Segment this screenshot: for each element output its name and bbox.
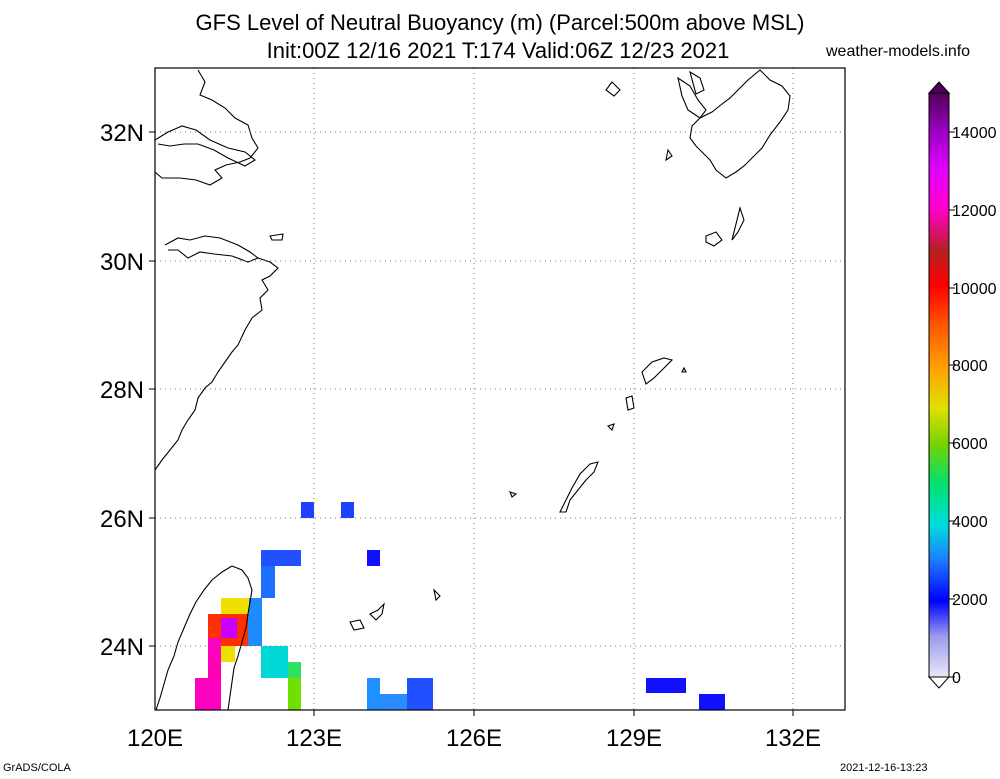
okinawa-island (559, 461, 599, 513)
ryukyu-isle-1 (625, 395, 635, 411)
colorbar-fill (928, 92, 950, 678)
zhejiang-fujian-coast (155, 257, 279, 471)
lat-label-24N: 24N (100, 634, 144, 661)
shade-cell (208, 638, 221, 662)
shade-cell (367, 678, 380, 710)
colorbar-label-10000: 10000 (952, 281, 997, 298)
colorbar-label-0: 0 (952, 670, 961, 687)
hangzhou-bay (164, 235, 260, 263)
colorbar-label-6000: 6000 (952, 436, 988, 453)
lon-label-129E: 129E (606, 725, 662, 752)
lon-label-126E: 126E (446, 725, 502, 752)
colorbar-label-2000: 2000 (952, 592, 988, 609)
lat-label-30N: 30N (100, 249, 144, 276)
tanegashima (731, 206, 745, 241)
ryukyu-isle-3 (509, 366, 687, 498)
kyushu-west-islands (605, 76, 707, 162)
lat-label-32N: 32N (100, 120, 144, 147)
colorbar-label-4000: 4000 (952, 514, 988, 531)
zhoushan-island (269, 233, 284, 241)
shade-cell (301, 502, 314, 518)
lat-label-26N: 26N (100, 506, 144, 533)
colorbar-label-14000: 14000 (952, 125, 997, 142)
shade-cell (407, 678, 433, 710)
kyushu-coastline (689, 69, 791, 179)
lat-label-28N: 28N (100, 377, 144, 404)
shade-cell (221, 618, 237, 638)
shade-cell (221, 598, 249, 614)
shade-cell (699, 694, 725, 710)
colorbar: 0 2000 4000 6000 8000 10000 12000 14000 (927, 81, 997, 689)
shade-cell (341, 502, 354, 518)
shade-cell (288, 678, 301, 710)
coastlines (155, 69, 791, 710)
shade-cell (195, 678, 221, 710)
colorbar-top-arrow (927, 81, 951, 94)
yaeyama-islands (369, 588, 441, 621)
shade-cell (248, 598, 262, 646)
miyako-island (349, 619, 365, 631)
shade-cell (261, 566, 275, 598)
ryukyu-isle-2 (606, 423, 615, 432)
shade-cell (288, 662, 301, 678)
shade-cell (261, 550, 301, 566)
shade-cell (380, 694, 407, 710)
lon-label-132E: 132E (765, 725, 821, 752)
site-label: weather-models.info (826, 43, 971, 60)
lon-label-123E: 123E (286, 725, 342, 752)
shade-cell (367, 550, 380, 566)
shade-cell (221, 646, 235, 662)
yakushima (705, 231, 723, 247)
china-coastline (155, 69, 259, 186)
colorbar-label-12000: 12000 (952, 203, 997, 220)
map-subtitle: Init:00Z 12/16 2021 T:174 Valid:06Z 12/2… (266, 38, 730, 63)
taiwan-coastline (155, 565, 253, 710)
yangtze-estuary (155, 125, 256, 167)
footer-credit: GrADS/COLA (3, 762, 71, 774)
shade-cell (208, 662, 221, 678)
amami-oshima (641, 357, 674, 385)
colorbar-bottom-arrow (927, 676, 951, 689)
axis-ticks (149, 131, 794, 716)
gridlines (155, 68, 845, 710)
footer-timestamp: 2021-12-16-13:23 (840, 762, 928, 774)
colorbar-ticks (949, 131, 955, 678)
shade-cell (646, 678, 686, 693)
colorbar-label-8000: 8000 (952, 358, 988, 375)
goto-islands (689, 70, 705, 95)
shade-cell (261, 646, 288, 678)
buoyancy-shading (195, 502, 725, 710)
lon-label-120E: 120E (127, 725, 183, 752)
map-title: GFS Level of Neutral Buoyancy (m) (Parce… (195, 10, 805, 35)
